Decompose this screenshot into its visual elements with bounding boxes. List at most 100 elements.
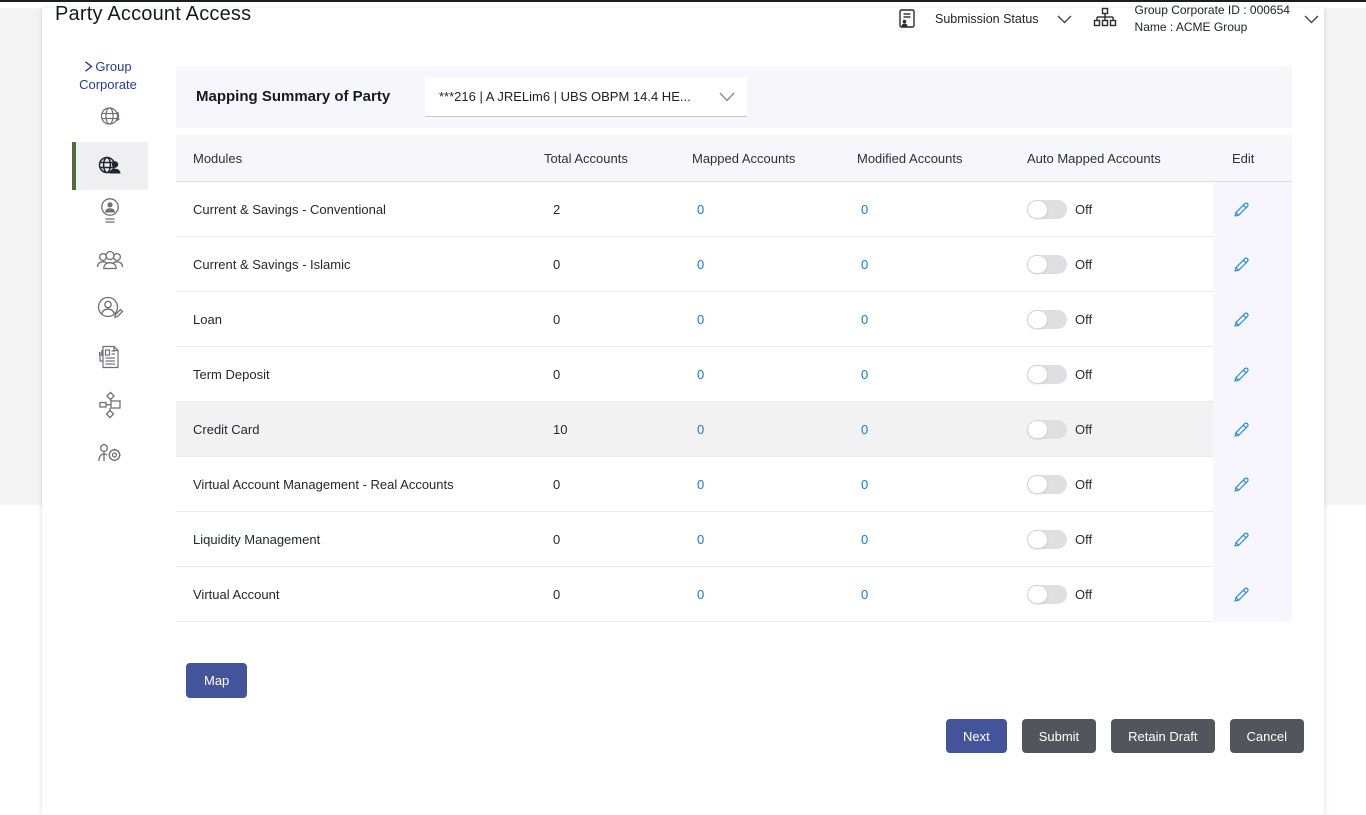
- col-header-edit: Edit: [1232, 151, 1255, 166]
- party-select-dropdown[interactable]: ***216 | A JRELim6 | UBS OBPM 14.4 HE...: [425, 77, 747, 117]
- col-header-modified: Modified Accounts: [857, 151, 963, 166]
- submit-button[interactable]: Submit: [1021, 719, 1097, 753]
- toggle-knob: [1027, 420, 1048, 439]
- toggle-knob: [1027, 200, 1048, 219]
- total-accounts-value: 0: [553, 587, 561, 602]
- sidebar-item-globe-sync[interactable]: [94, 99, 126, 133]
- modified-accounts-link[interactable]: 0: [861, 257, 869, 272]
- workflow-icon: [99, 391, 121, 419]
- edit-pencil-icon[interactable]: [1232, 586, 1250, 604]
- module-name: Current & Savings - Conventional: [193, 202, 386, 217]
- map-button[interactable]: Map: [186, 663, 248, 698]
- sidebar-item-report[interactable]: [94, 340, 126, 374]
- edit-column-background: [1213, 512, 1292, 567]
- toggle-knob: [1027, 475, 1048, 494]
- total-accounts-value: 0: [553, 312, 561, 327]
- edit-column-background: [1213, 182, 1292, 237]
- mapped-accounts-link[interactable]: 0: [697, 477, 705, 492]
- sidebar-item-user-edit[interactable]: [94, 291, 126, 325]
- edit-pencil-icon[interactable]: [1232, 256, 1250, 274]
- mapped-accounts-link[interactable]: 0: [697, 587, 705, 602]
- col-header-total: Total Accounts: [544, 151, 628, 166]
- next-button[interactable]: Next: [945, 719, 1007, 753]
- edit-pencil-icon[interactable]: [1232, 421, 1250, 439]
- toggle-state-label: Off: [1075, 202, 1093, 217]
- edit-column-background: [1213, 292, 1292, 347]
- col-header-mapped: Mapped Accounts: [692, 151, 796, 166]
- breadcrumb-chevron-icon: [84, 61, 94, 72]
- edit-pencil-icon[interactable]: [1232, 366, 1250, 384]
- auto-mapped-toggle[interactable]: [1027, 200, 1067, 219]
- group-corporate-id: Group Corporate ID : 000654: [1134, 3, 1290, 17]
- sidebar-item-user-gear[interactable]: [94, 436, 126, 470]
- auto-mapped-toggle[interactable]: [1027, 365, 1067, 384]
- party-account-access-icon: [98, 156, 121, 174]
- globe-sync-icon: [100, 107, 120, 125]
- user-group-icon: [96, 250, 124, 270]
- table-row: Liquidity Management 0 0 0 Off: [176, 512, 1292, 567]
- edit-pencil-icon[interactable]: [1232, 531, 1250, 549]
- user-gear-icon: [98, 443, 121, 462]
- cancel-button[interactable]: Cancel: [1229, 719, 1304, 753]
- modified-accounts-link[interactable]: 0: [861, 587, 869, 602]
- table-row: Credit Card 10 0 0 Off: [176, 402, 1292, 457]
- col-header-modules: Modules: [193, 151, 243, 166]
- mapped-accounts-link[interactable]: 0: [697, 422, 705, 437]
- total-accounts-value: 0: [553, 477, 561, 492]
- auto-mapped-toggle[interactable]: [1027, 420, 1067, 439]
- total-accounts-value: 2: [553, 202, 561, 217]
- user-badge-icon: [101, 198, 119, 223]
- table-row: Virtual Account 0 0 0 Off: [176, 567, 1292, 622]
- edit-pencil-icon[interactable]: [1232, 311, 1250, 329]
- edit-column-background: [1213, 347, 1292, 402]
- total-accounts-value: 0: [553, 257, 561, 272]
- table-row: Current & Savings - Islamic 0 0 0 Off: [176, 237, 1292, 292]
- table-row: Current & Savings - Conventional 2 0 0 O…: [176, 182, 1292, 237]
- submission-status-icon: [896, 7, 918, 31]
- auto-mapped-toggle[interactable]: [1027, 310, 1067, 329]
- edit-column-background: [1213, 567, 1292, 622]
- submission-status-chevron-icon[interactable]: [1057, 15, 1072, 24]
- sidebar-item-user-badge[interactable]: [94, 194, 126, 228]
- modified-accounts-link[interactable]: 0: [861, 477, 869, 492]
- modified-accounts-link[interactable]: 0: [861, 202, 869, 217]
- toggle-knob: [1027, 255, 1048, 274]
- party-select-chevron-icon: [715, 92, 747, 102]
- footer-actions: Next Submit Retain Draft Cancel: [945, 719, 1304, 753]
- mapped-accounts-link[interactable]: 0: [697, 367, 705, 382]
- toggle-knob: [1027, 585, 1048, 604]
- modified-accounts-link[interactable]: 0: [861, 532, 869, 547]
- mapped-accounts-link[interactable]: 0: [697, 202, 705, 217]
- breadcrumb-label: Group Corporate: [79, 59, 137, 92]
- sidebar-item-workflow[interactable]: [94, 388, 126, 422]
- sidebar-item-party-account-access[interactable]: [94, 149, 126, 183]
- submission-status-label: Submission Status: [935, 12, 1039, 26]
- module-name: Virtual Account Management - Real Accoun…: [193, 477, 454, 492]
- auto-mapped-toggle[interactable]: [1027, 530, 1067, 549]
- auto-mapped-toggle[interactable]: [1027, 585, 1067, 604]
- retain-draft-button[interactable]: Retain Draft: [1111, 719, 1215, 753]
- table-row: Virtual Account Management - Real Accoun…: [176, 457, 1292, 512]
- mapped-accounts-link[interactable]: 0: [697, 312, 705, 327]
- modified-accounts-link[interactable]: 0: [861, 367, 869, 382]
- toggle-knob: [1027, 310, 1048, 329]
- mapped-accounts-link[interactable]: 0: [697, 257, 705, 272]
- edit-pencil-icon[interactable]: [1232, 476, 1250, 494]
- modified-accounts-link[interactable]: 0: [861, 422, 869, 437]
- auto-mapped-toggle[interactable]: [1027, 475, 1067, 494]
- toggle-state-label: Off: [1075, 587, 1093, 602]
- toggle-state-label: Off: [1075, 257, 1093, 272]
- sidebar-item-user-group[interactable]: [94, 243, 126, 277]
- modified-accounts-link[interactable]: 0: [861, 312, 869, 327]
- top-bar-right: Submission Status Group Corporate ID : 0…: [896, 0, 1319, 38]
- mapping-summary-panel: Mapping Summary of Party ***216 | A JREL…: [176, 66, 1292, 128]
- toggle-state-label: Off: [1075, 477, 1093, 492]
- module-name: Virtual Account: [193, 587, 280, 602]
- user-edit-icon: [97, 296, 124, 318]
- group-corporate-chevron-icon[interactable]: [1304, 15, 1319, 24]
- edit-pencil-icon[interactable]: [1232, 201, 1250, 219]
- mapped-accounts-link[interactable]: 0: [697, 532, 705, 547]
- sidebar-breadcrumb-group-corporate[interactable]: Group Corporate: [68, 58, 148, 94]
- group-corporate-info: Group Corporate ID : 000654 Name : ACME …: [1135, 2, 1290, 36]
- auto-mapped-toggle[interactable]: [1027, 255, 1067, 274]
